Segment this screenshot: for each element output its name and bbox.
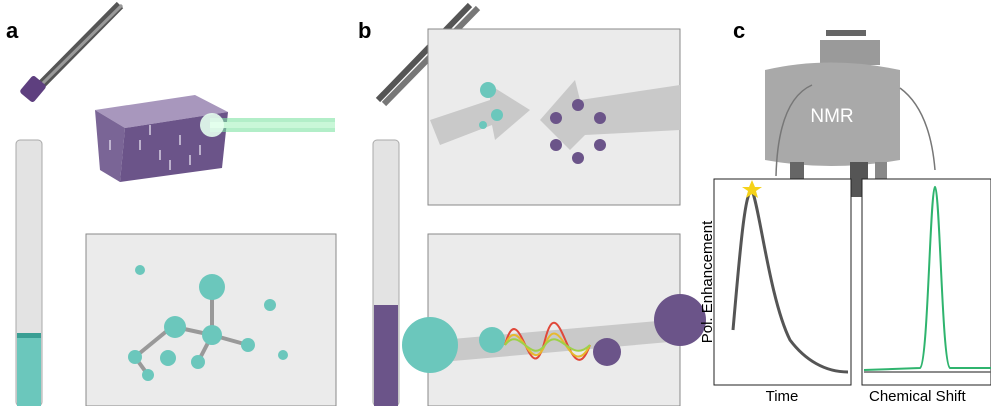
atom — [479, 327, 505, 353]
crystal — [95, 95, 228, 182]
arrow — [900, 88, 935, 170]
figure: a b — [0, 0, 991, 406]
panel-label: a — [6, 18, 19, 43]
panel-label: c — [733, 18, 745, 43]
test-tube — [373, 140, 399, 406]
plot-frame — [862, 179, 991, 385]
coupling-box — [428, 234, 680, 406]
atom — [402, 317, 458, 373]
y-axis-label: Pol. Enhancement — [699, 220, 716, 343]
laser-beam — [200, 113, 335, 137]
test-tube — [16, 140, 42, 406]
x-axis-label: Time — [766, 388, 799, 405]
panel-label: b — [358, 18, 371, 43]
instrument-label: NMR — [810, 106, 853, 127]
plot-frame — [714, 179, 851, 385]
atom — [593, 338, 621, 366]
tweezers — [19, 5, 122, 103]
x-axis-label: Chemical Shift — [869, 388, 967, 405]
